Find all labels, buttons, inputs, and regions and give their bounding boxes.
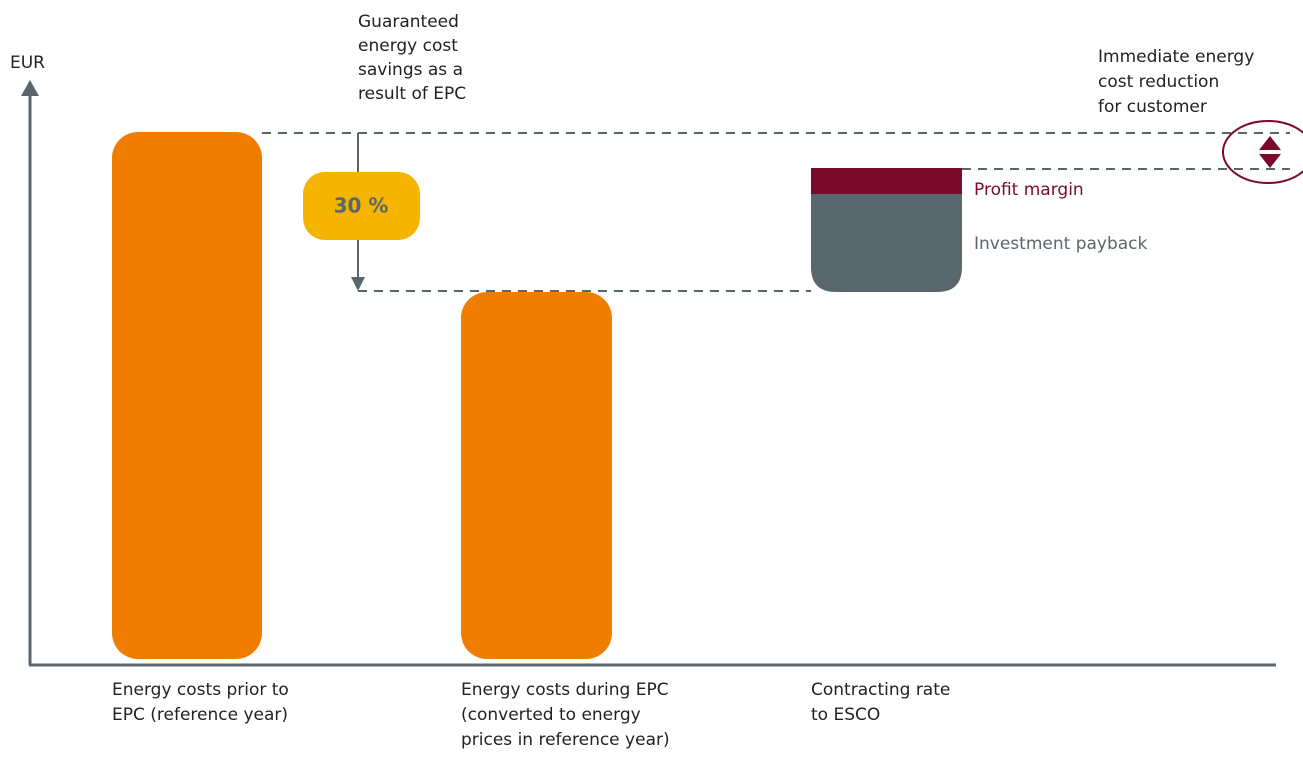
savings-label: savings as a: [358, 60, 463, 80]
savings-arrowhead: [351, 277, 365, 291]
savings-label: Guaranteed: [358, 12, 459, 32]
reduction-label: cost reduction: [1098, 72, 1219, 92]
investment-bar: [811, 168, 962, 292]
category-label: (converted to energy: [461, 705, 641, 725]
reduction-label: Immediate energy: [1098, 47, 1254, 67]
category-label: Energy costs prior to: [112, 680, 289, 700]
savings-label: result of EPC: [358, 84, 466, 104]
payback-label: Investment payback: [974, 234, 1148, 254]
category-label: Energy costs during EPC: [461, 680, 669, 700]
savings-badge-text: 30 %: [334, 194, 389, 218]
bar: [461, 292, 612, 659]
savings-label: energy cost: [358, 36, 458, 56]
axis-label: EUR: [10, 53, 45, 73]
profit-bar: [811, 168, 962, 194]
reduction-ellipse: [1222, 120, 1303, 184]
savings-badge: [303, 172, 420, 240]
category-label: to ESCO: [811, 705, 880, 725]
reduction-arrow-up: [1259, 136, 1281, 150]
category-label: prices in reference year): [461, 730, 670, 750]
reduction-arrow-down: [1259, 154, 1281, 168]
category-label: Contracting rate: [811, 680, 950, 700]
profit-label: Profit margin: [974, 180, 1084, 200]
y-axis-arrow: [21, 80, 39, 96]
bar: [112, 132, 262, 659]
reduction-label: for customer: [1098, 97, 1207, 117]
category-label: EPC (reference year): [112, 705, 288, 725]
